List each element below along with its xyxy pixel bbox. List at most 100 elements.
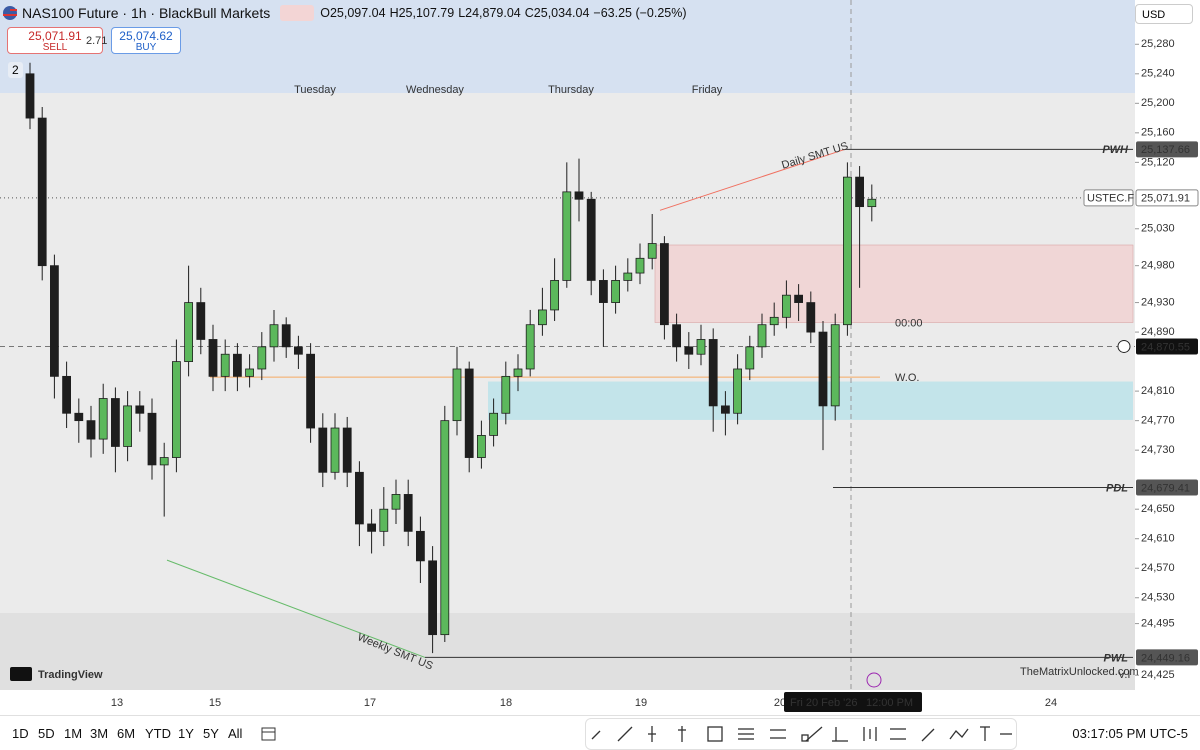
candle-body xyxy=(538,309,547,326)
x-tick-label: 15 xyxy=(209,697,221,709)
candle-body xyxy=(428,560,438,636)
ohlc-value: H25,107.79 xyxy=(389,6,455,20)
y-tick-label: 24,495 xyxy=(1141,617,1175,629)
spread: 2.71 xyxy=(86,35,108,47)
candle-body xyxy=(501,375,511,414)
candle-body xyxy=(806,302,816,333)
x-tick-label: 17 xyxy=(364,697,376,709)
candle-body xyxy=(318,427,328,473)
buy-label: BUY xyxy=(135,42,157,53)
level-name: PWL xyxy=(1104,652,1129,664)
range-button[interactable]: 3M xyxy=(90,726,109,741)
add-icon xyxy=(1117,339,1131,353)
time-axis xyxy=(0,690,1135,715)
range-button[interactable]: 5Y xyxy=(203,726,219,741)
status-badge[interactable] xyxy=(280,5,315,21)
candle-body xyxy=(476,435,486,458)
x-tick-label: 18 xyxy=(500,697,512,709)
day-label: Wednesday xyxy=(406,84,464,96)
sell-button[interactable]: 25,071.91 SELL xyxy=(7,27,103,54)
candle-body xyxy=(403,494,413,532)
logo: TradingView xyxy=(38,669,103,681)
day-label: Friday xyxy=(692,84,723,96)
candle-body xyxy=(123,405,132,447)
candle-body xyxy=(696,339,706,355)
candle-body xyxy=(306,353,316,429)
range-button[interactable]: YTD xyxy=(145,726,171,741)
watermark: TheMatrixUnlocked.com xyxy=(1020,666,1139,678)
y-tick-label: 24,570 xyxy=(1141,562,1175,574)
candle-body xyxy=(25,73,35,119)
y-tick-label: 24,770 xyxy=(1141,415,1175,427)
sell-label: SELL xyxy=(42,42,68,53)
candle-body xyxy=(635,257,645,274)
session-band xyxy=(0,613,1135,690)
candle-body xyxy=(708,339,718,407)
candle-body xyxy=(135,405,145,414)
smt-line xyxy=(659,148,846,211)
range-button[interactable]: 1Y xyxy=(178,726,194,741)
candle-body xyxy=(171,361,181,458)
indicators-toggle[interactable]: 2 xyxy=(8,62,23,78)
range-button[interactable]: 1M xyxy=(64,726,83,741)
candle-body xyxy=(111,398,120,447)
level-price: 24,449.16 xyxy=(1141,652,1190,664)
range-button[interactable]: All xyxy=(228,726,243,741)
y-tick-label: 25,200 xyxy=(1141,97,1175,109)
candle-body xyxy=(867,198,877,208)
layer: 00:00 25,280 25,240 25,200 25,160 25,120 25,03… xyxy=(0,0,1199,712)
candle-body xyxy=(293,346,303,355)
range-button[interactable]: 5D xyxy=(38,726,55,741)
candle-body xyxy=(574,191,584,200)
candle-body xyxy=(354,471,364,525)
candle-body xyxy=(330,427,340,473)
tag: V.I xyxy=(1118,669,1130,681)
candle-body xyxy=(440,420,450,636)
candle-body xyxy=(611,280,620,303)
candle-body xyxy=(660,243,669,326)
buy-button[interactable]: 25,074.62 BUY xyxy=(111,27,181,54)
price-axis xyxy=(1135,0,1200,715)
indicators-count: 2 xyxy=(12,63,19,77)
y-tick-label: 24,730 xyxy=(1141,444,1175,456)
range-button[interactable]: 1D xyxy=(12,726,29,741)
candle-body xyxy=(391,494,401,510)
candle-body xyxy=(855,176,864,208)
candle-body xyxy=(147,412,157,466)
candle-body xyxy=(562,191,572,281)
y-tick-label: 25,160 xyxy=(1141,127,1175,139)
flag-icon xyxy=(3,6,17,20)
date-range-icon[interactable] xyxy=(260,725,278,743)
zone xyxy=(654,244,1134,323)
candle-body xyxy=(208,339,218,377)
candle-body xyxy=(550,280,559,311)
level-price-box xyxy=(1136,479,1198,496)
y-tick-label: 24,610 xyxy=(1141,533,1175,545)
candle-body xyxy=(159,457,169,466)
x-tick-label: 13 xyxy=(111,697,123,709)
candle-body xyxy=(672,324,681,348)
y-tick-label: 24,530 xyxy=(1141,592,1175,604)
x-tick-label: 19 xyxy=(635,697,647,709)
zone xyxy=(488,381,1133,420)
candle-body xyxy=(818,331,828,407)
y-tick-label: 24,425 xyxy=(1141,669,1175,681)
candle-body xyxy=(745,346,755,370)
session-band xyxy=(0,0,1135,93)
candle-body xyxy=(599,280,608,303)
symbol[interactable]: NAS100 Future · 1h · BlackBull Markets xyxy=(22,5,271,21)
candle-body xyxy=(50,265,59,377)
candle-body xyxy=(62,375,71,414)
currency-select[interactable]: USD xyxy=(1135,4,1193,24)
drawing-tools xyxy=(585,718,1017,750)
buy-price: 25,074.62 xyxy=(119,29,173,43)
smt-line xyxy=(166,559,426,658)
y-tick-label: 24,890 xyxy=(1141,326,1175,338)
level-price: 24,679.41 xyxy=(1141,482,1190,494)
candle-body xyxy=(782,294,791,318)
candle-body xyxy=(586,198,596,281)
range-button[interactable]: 6M xyxy=(117,726,136,741)
y-tick-label: 25,240 xyxy=(1141,68,1175,80)
y-tick-label: 24,810 xyxy=(1141,385,1175,397)
